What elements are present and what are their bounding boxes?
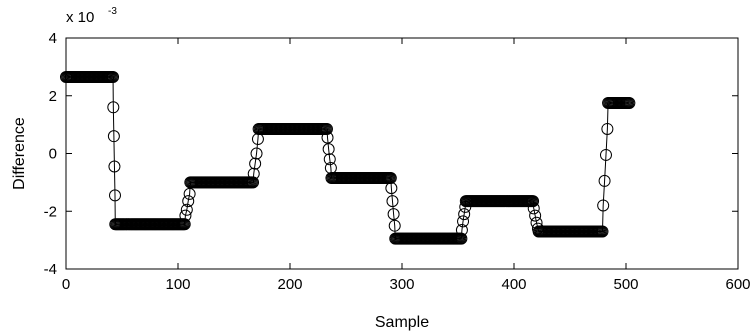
data-point (597, 199, 610, 212)
x-axis-label: Sample (375, 314, 429, 331)
data-point (183, 187, 196, 200)
data-point (387, 208, 400, 221)
data-point (178, 218, 191, 231)
data-point (179, 209, 192, 222)
data-point (455, 232, 468, 245)
data-point (455, 224, 468, 237)
x-tick-label: 200 (277, 276, 302, 293)
data-point (596, 225, 609, 238)
x-tick-label: 400 (501, 276, 526, 293)
series-line (66, 76, 630, 240)
data-point (321, 131, 334, 144)
data-point (623, 96, 636, 109)
data-point (384, 172, 397, 185)
chart-labels: Sample Difference x 10 -3 (11, 6, 429, 331)
data-point (250, 147, 263, 160)
x-tick-label: 0 (62, 276, 70, 293)
data-point (322, 143, 335, 156)
data-point (182, 195, 195, 208)
data-point (107, 130, 120, 143)
data-point (107, 70, 120, 83)
y-tick-label: 0 (49, 146, 57, 163)
y-tick-label: -4 (44, 261, 57, 278)
data-point (601, 122, 614, 135)
data-point (320, 122, 333, 135)
axes: 0 100 200 300 400 500 600 -4 -2 0 2 4 (44, 30, 751, 293)
data-point (108, 160, 121, 173)
data-point (247, 176, 260, 189)
data-series (60, 70, 636, 245)
data-point (458, 208, 471, 221)
x-tick-label: 100 (165, 276, 190, 293)
axis-scale-exponent: -3 (108, 6, 117, 17)
data-point (388, 219, 401, 232)
y-tick-label: 2 (49, 88, 57, 105)
x-tick-label: 600 (725, 276, 750, 293)
data-point (599, 148, 612, 161)
data-point (527, 195, 540, 208)
data-point (529, 209, 542, 222)
y-axis-label: Difference (11, 117, 28, 190)
y-tick-label: -2 (44, 203, 57, 220)
data-point (527, 202, 540, 215)
data-point (323, 153, 336, 166)
x-tick-label: 500 (613, 276, 638, 293)
data-point (385, 182, 398, 195)
data-point (107, 101, 120, 114)
x-tick-label: 300 (389, 276, 414, 293)
data-point (247, 167, 260, 180)
data-point (180, 203, 193, 216)
data-point (598, 174, 611, 187)
data-point (457, 215, 470, 228)
data-point (109, 189, 121, 202)
data-point (249, 157, 262, 170)
y-tick-label: 4 (49, 30, 57, 47)
data-point (386, 195, 399, 208)
axis-scale-base: x 10 (66, 9, 94, 26)
